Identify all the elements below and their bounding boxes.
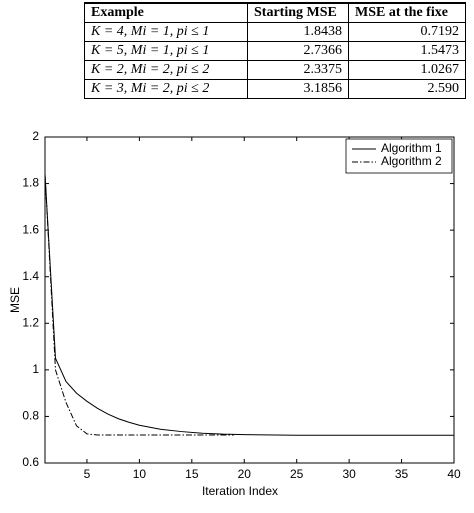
header-cell: MSE at the fixe <box>348 2 466 23</box>
x-tick-label: 35 <box>395 467 409 481</box>
y-axis-label: MSE <box>8 287 22 313</box>
x-tick-label: 25 <box>290 467 304 481</box>
table-cell: K = 2, Mi = 2, pi ≤ 2 <box>84 60 248 80</box>
table-cell: 1.5473 <box>348 41 466 61</box>
plot-frame <box>44 136 455 464</box>
x-tick-label: 30 <box>342 467 356 481</box>
table-cell: 1.8438 <box>247 22 349 42</box>
table-row: K = 5, Mi = 1, pi ≤ 1 2.7366 1.5473 <box>84 41 466 61</box>
x-tick-label: 5 <box>84 467 91 481</box>
y-tick-label: 1.8 <box>22 176 39 190</box>
header-row: Example Starting MSE MSE at the fixe <box>84 2 466 23</box>
table-row: K = 3, Mi = 2, pi ≤ 2 3.1856 2.590 <box>84 79 466 99</box>
table-cell: 2.590 <box>348 79 466 99</box>
y-tick-label: 2 <box>32 129 39 143</box>
y-tick-label: 1.6 <box>22 222 39 236</box>
table-cell: 2.7366 <box>247 41 349 61</box>
x-tick-label: 10 <box>133 467 147 481</box>
y-tick-label: 1 <box>32 362 39 376</box>
series-line <box>44 174 454 436</box>
legend-box <box>345 138 453 174</box>
table-row: K = 2, Mi = 2, pi ≤ 2 2.3375 1.0267 <box>84 60 466 80</box>
x-tick-label: 15 <box>185 467 199 481</box>
table-cell: K = 3, Mi = 2, pi ≤ 2 <box>84 79 248 99</box>
table-cell: K = 4, Mi = 1, pi ≤ 1 <box>84 22 248 42</box>
table-cell: 3.1856 <box>247 79 349 99</box>
y-tick-label: 1.2 <box>22 315 39 329</box>
y-tick-label: 1.4 <box>22 269 39 283</box>
y-tick-label: 0.8 <box>22 409 39 423</box>
table-cell: 1.0267 <box>348 60 466 80</box>
legend-label: Algorithm 1 <box>381 141 442 155</box>
x-axis-label: Iteration Index <box>202 484 278 498</box>
results-table: Example Starting MSE MSE at the fixe K = 4,… <box>84 2 466 99</box>
x-tick-label: 20 <box>238 467 252 481</box>
y-tick-label: 0.6 <box>22 455 39 469</box>
legend-label: Algorithm 2 <box>381 154 442 168</box>
series-line <box>44 174 234 436</box>
table-body: K = 4, Mi = 1, pi ≤ 1 1.8438 0.7192 K = 5, … <box>84 22 466 99</box>
header-cell: Starting MSE <box>247 2 349 23</box>
x-tick-label: 40 <box>447 467 461 481</box>
